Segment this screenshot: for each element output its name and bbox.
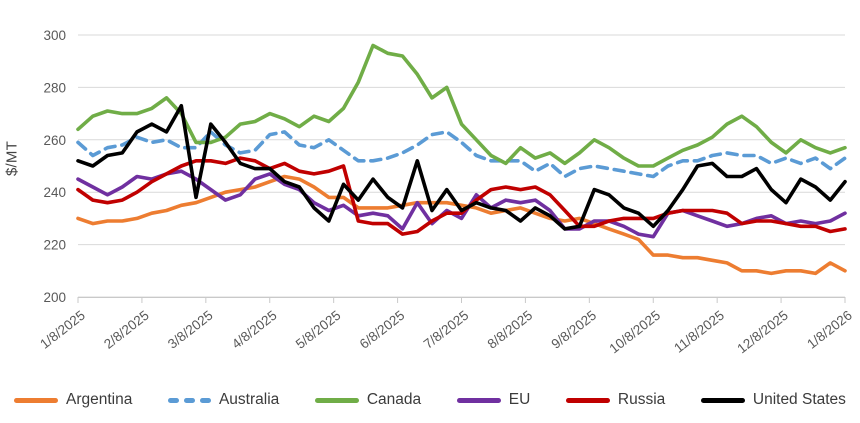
x-tick-label: 1/8/2026 <box>804 308 855 352</box>
y-tick-label: 240 <box>43 185 66 200</box>
y-tick-label: 220 <box>43 238 66 253</box>
plot-area: 200 220 240 260 280 300 1/8/2025 2/8/2025 3/8/20… <box>37 28 855 357</box>
x-tick-label: 10/8/2025 <box>607 308 664 357</box>
legend-label: Russia <box>617 391 666 408</box>
legend-swatch-australia <box>167 397 211 403</box>
legend-label: Canada <box>366 391 422 408</box>
series-line-eu <box>76 169 847 239</box>
x-tick-label: 1/8/2025 <box>37 308 88 352</box>
x-tick-label: 3/8/2025 <box>165 308 216 352</box>
x-tick-label: 2/8/2025 <box>101 308 152 352</box>
y-tick-label: 280 <box>43 80 66 95</box>
legend-item-argentina: Argentina <box>14 391 132 409</box>
x-tick-label: 7/8/2025 <box>421 308 472 352</box>
legend-item-australia: Australia <box>167 391 280 409</box>
legend-swatch-united-states <box>700 397 745 403</box>
legend-item-united-states: United States <box>700 391 846 409</box>
series-line-russia <box>76 156 847 236</box>
legend-label: Argentina <box>66 391 133 408</box>
x-tick-label: 6/8/2025 <box>357 308 408 352</box>
legend-item-eu: EU <box>456 391 531 409</box>
x-tick-label: 11/8/2025 <box>671 308 727 356</box>
x-tick-label: 12/8/2025 <box>734 308 791 357</box>
legend-swatch-russia <box>565 397 610 403</box>
x-tick-label: 4/8/2025 <box>229 308 280 352</box>
x-tick-label: 8/8/2025 <box>485 308 536 352</box>
legend-swatch-eu <box>456 397 501 403</box>
legend-item-canada: Canada <box>314 391 422 409</box>
legend-label: United States <box>752 391 846 408</box>
legend-swatch-canada <box>314 397 359 403</box>
x-tick-label: 5/8/2025 <box>293 308 344 352</box>
y-tick-label: 200 <box>43 290 66 305</box>
y-axis-title: $/MT <box>3 141 21 176</box>
series-line-argentina <box>76 174 847 276</box>
legend-swatch-argentina <box>14 397 58 403</box>
legend-item-russia: Russia <box>565 391 666 409</box>
series-line-united-states <box>76 103 847 231</box>
series-line-australia <box>76 130 847 179</box>
chart-legend: Argentina Australia Canada EU Russia United S… <box>0 383 860 417</box>
y-tick-label: 300 <box>43 28 66 43</box>
x-tick-label: 9/8/2025 <box>549 308 600 352</box>
legend-label: Australia <box>218 391 280 408</box>
legend-label: EU <box>508 391 531 408</box>
y-tick-label: 260 <box>43 133 66 148</box>
